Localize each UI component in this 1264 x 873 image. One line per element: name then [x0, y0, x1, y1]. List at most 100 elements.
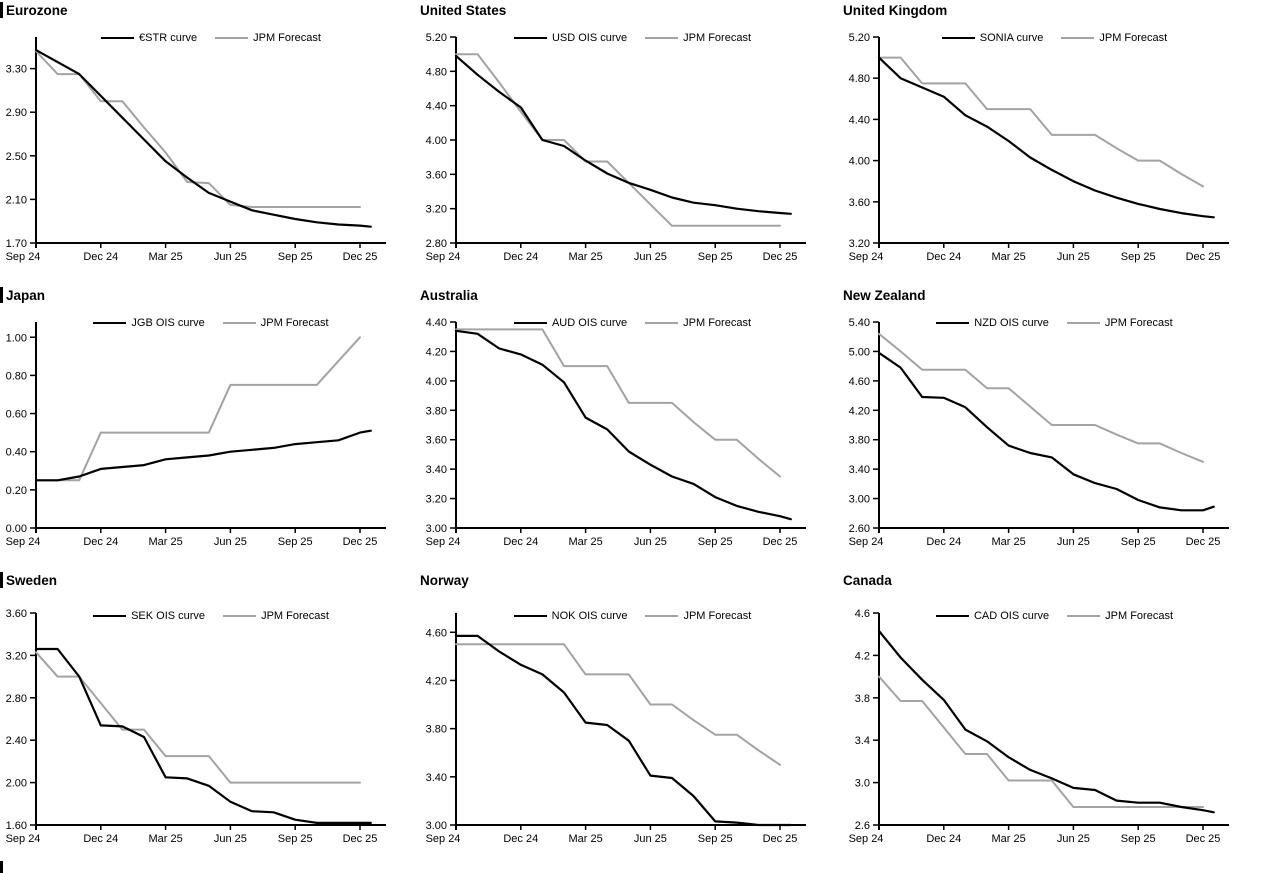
- panel-title-row: Canada: [843, 570, 1264, 590]
- svg-text:3.60: 3.60: [849, 197, 870, 209]
- legend-label: USD OIS curve: [551, 32, 628, 44]
- svg-text:4.00: 4.00: [426, 135, 447, 147]
- chart-panel-new-zealand: New Zealand NZD OIS curve JPM Forecast 2…: [843, 285, 1264, 570]
- svg-text:Jun 25: Jun 25: [214, 536, 247, 548]
- svg-text:3.40: 3.40: [426, 772, 447, 784]
- svg-text:Sep 24: Sep 24: [6, 833, 41, 845]
- svg-text:Dec 25: Dec 25: [763, 833, 798, 845]
- chart-panel-australia: Australia AUD OIS curve JPM Forecast 3.0…: [420, 285, 843, 570]
- legend-label: CAD OIS curve: [973, 610, 1050, 622]
- svg-text:Jun 25: Jun 25: [634, 536, 667, 548]
- svg-text:Jun 25: Jun 25: [634, 833, 667, 845]
- svg-text:2.10: 2.10: [6, 194, 27, 206]
- svg-text:Sep 24: Sep 24: [849, 833, 884, 845]
- legend: JGB OIS curve JPM Forecast: [36, 317, 386, 329]
- svg-text:4.20: 4.20: [426, 346, 447, 358]
- legend-entry: JPM Forecast: [645, 610, 751, 622]
- svg-text:1.60: 1.60: [6, 820, 27, 832]
- legend-label: JPM Forecast: [260, 317, 329, 329]
- chart-plot-japan: 0.00 0.20 0.40 0.60 0.80 1.00 Sep 24 Dec 24 Mar …: [6, 322, 386, 548]
- svg-text:Mar 25: Mar 25: [568, 251, 602, 263]
- black-line-sample-icon: [513, 36, 547, 40]
- svg-text:Dec 25: Dec 25: [343, 833, 378, 845]
- svg-text:4.60: 4.60: [849, 376, 870, 388]
- svg-text:3.20: 3.20: [6, 650, 27, 662]
- panel-title-row: United States: [420, 0, 843, 20]
- panel-title-row: Norway: [420, 570, 843, 590]
- svg-text:Jun 25: Jun 25: [214, 833, 247, 845]
- svg-text:2.40: 2.40: [6, 735, 27, 747]
- gray-line-sample-icon: [1066, 321, 1100, 325]
- svg-text:Dec 24: Dec 24: [83, 251, 118, 263]
- panel-title-row: Sweden: [0, 570, 420, 590]
- svg-text:4.80: 4.80: [426, 66, 447, 78]
- chart-panel-eurozone: Eurozone €STR curve JPM Forecast 1.70 2.1…: [0, 0, 420, 285]
- section-bar-stub: [0, 861, 3, 873]
- gray-line-sample-icon: [645, 36, 679, 40]
- gray-line-sample-icon: [223, 614, 257, 618]
- legend: NOK OIS curve JPM Forecast: [456, 610, 809, 622]
- svg-text:3.80: 3.80: [426, 405, 447, 417]
- chart-title: Australia: [420, 287, 478, 303]
- legend-label: SEK OIS curve: [131, 610, 206, 622]
- svg-text:3.20: 3.20: [426, 204, 447, 216]
- legend-entry: JPM Forecast: [223, 610, 329, 622]
- svg-text:0.40: 0.40: [6, 447, 27, 459]
- chart-panel-united-states: United States USD OIS curve JPM Forecast…: [420, 0, 843, 285]
- svg-text:2.80: 2.80: [426, 238, 447, 250]
- svg-text:Dec 24: Dec 24: [926, 251, 961, 263]
- legend-label: JPM Forecast: [683, 32, 752, 44]
- svg-text:3.20: 3.20: [849, 238, 870, 250]
- svg-text:Dec 25: Dec 25: [763, 251, 798, 263]
- svg-text:4.60: 4.60: [426, 627, 447, 639]
- svg-text:5.40: 5.40: [849, 317, 870, 329]
- svg-text:Mar 25: Mar 25: [568, 833, 602, 845]
- svg-text:Dec 25: Dec 25: [1186, 536, 1221, 548]
- chart-plot-eurozone: 1.70 2.10 2.50 2.90 3.30 Sep 24 Dec 24 Mar 25 Ju…: [6, 37, 386, 263]
- svg-text:Dec 24: Dec 24: [503, 251, 538, 263]
- svg-text:3.00: 3.00: [426, 820, 447, 832]
- legend-entry: SONIA curve: [941, 32, 1043, 44]
- svg-text:2.50: 2.50: [6, 151, 27, 163]
- legend-entry: €STR curve: [101, 32, 197, 44]
- svg-text:Sep 24: Sep 24: [6, 536, 41, 548]
- svg-text:Sep 25: Sep 25: [698, 536, 733, 548]
- svg-text:2.60: 2.60: [849, 523, 870, 535]
- svg-text:5.20: 5.20: [849, 32, 870, 44]
- legend-label: AUD OIS curve: [551, 317, 628, 329]
- legend: AUD OIS curve JPM Forecast: [456, 317, 809, 329]
- chart-title: New Zealand: [843, 287, 926, 303]
- svg-text:Jun 25: Jun 25: [1057, 251, 1090, 263]
- svg-text:Dec 24: Dec 24: [503, 536, 538, 548]
- black-line-sample-icon: [513, 614, 547, 618]
- svg-text:3.40: 3.40: [426, 464, 447, 476]
- legend-entry: JPM Forecast: [1061, 32, 1167, 44]
- chart-plot-united-kingdom: 3.20 3.60 4.00 4.40 4.80 5.20 Sep 24 Dec 24 Mar …: [849, 32, 1229, 263]
- legend: USD OIS curve JPM Forecast: [456, 32, 809, 44]
- svg-text:Mar 25: Mar 25: [148, 833, 182, 845]
- black-line-sample-icon: [93, 321, 127, 325]
- gray-line-sample-icon: [645, 321, 679, 325]
- svg-text:Dec 25: Dec 25: [343, 536, 378, 548]
- chart-title: Japan: [6, 287, 46, 303]
- legend-label: €STR curve: [139, 32, 198, 44]
- svg-text:Sep 25: Sep 25: [1121, 833, 1156, 845]
- svg-text:Dec 25: Dec 25: [343, 251, 378, 263]
- legend-entry: USD OIS curve: [513, 32, 628, 44]
- svg-text:Dec 25: Dec 25: [763, 536, 798, 548]
- svg-text:Jun 25: Jun 25: [634, 251, 667, 263]
- svg-text:4.00: 4.00: [849, 156, 870, 168]
- legend-label: NZD OIS curve: [974, 317, 1049, 329]
- legend-entry: NOK OIS curve: [513, 610, 627, 622]
- svg-text:2.90: 2.90: [6, 107, 27, 119]
- chart-title: Eurozone: [6, 2, 68, 18]
- svg-text:4.20: 4.20: [849, 405, 870, 417]
- section-bar: [0, 2, 3, 18]
- svg-text:1.00: 1.00: [6, 332, 27, 344]
- legend-entry: SEK OIS curve: [93, 610, 205, 622]
- chart-title: Sweden: [6, 572, 58, 588]
- chart-panel-united-kingdom: United Kingdom SONIA curve JPM Forecast …: [843, 0, 1264, 285]
- svg-text:4.20: 4.20: [426, 675, 447, 687]
- svg-text:2.80: 2.80: [6, 693, 27, 705]
- chart-plot-canada: 2.6 3.0 3.4 3.8 4.2 4.6 Sep 24 Dec 24 Mar 25 Jun …: [849, 608, 1229, 845]
